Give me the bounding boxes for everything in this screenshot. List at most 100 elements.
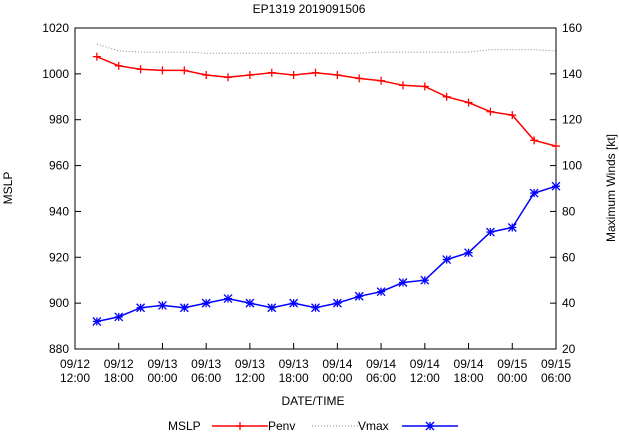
y-axis-label: MSLP [1, 172, 15, 205]
point-vmax [201, 298, 211, 308]
point-vmax [157, 300, 167, 310]
x-tick-date: 09/13 [147, 357, 177, 371]
point-mslp [267, 68, 276, 77]
point-vmax [398, 278, 408, 287]
point-mslp [180, 66, 189, 75]
y-axis-left: 880 900 920 940 960 980 1000 1020 [42, 21, 81, 356]
x-tick-time: 18:00 [454, 371, 484, 385]
point-mslp [355, 74, 364, 83]
point-vmax [529, 188, 539, 198]
point-mslp [508, 111, 517, 120]
series-line-penv [96, 43, 557, 54]
point-vmax [420, 275, 430, 285]
point-mslp [245, 71, 254, 80]
point-mslp [202, 71, 211, 80]
y2-tick-label: 120 [562, 113, 582, 127]
y2-tick-label: 160 [562, 21, 582, 35]
point-vmax [114, 312, 124, 322]
series-line-vmax [96, 185, 557, 323]
chart-title: EP1319 2019091506 [253, 2, 366, 16]
legend-marker-vmax [425, 421, 435, 431]
point-mslp [311, 68, 320, 77]
point-vmax [376, 287, 386, 297]
point-vmax [267, 303, 277, 313]
x-tick-time: 00:00 [147, 371, 177, 385]
point-vmax [332, 298, 342, 308]
series-line-mslp [96, 56, 557, 147]
point-mslp [92, 52, 101, 61]
x-tick-date: 09/14 [322, 357, 352, 371]
legend-label-penv: Penv [268, 419, 295, 432]
point-vmax [179, 303, 189, 313]
y2-tick-label: 60 [562, 250, 576, 264]
y-tick-label: 940 [49, 204, 69, 218]
x-tick-time: 12:00 [235, 371, 265, 385]
point-mslp [442, 92, 451, 101]
point-mslp [136, 65, 145, 74]
x-tick-date: 09/14 [410, 357, 440, 371]
x-tick-date: 09/14 [366, 357, 396, 371]
x-tick-time: 12:00 [410, 371, 440, 385]
x-tick-time: 12:00 [60, 371, 90, 385]
x-tick-time: 00:00 [497, 371, 527, 385]
x-tick-date: 09/13 [235, 357, 265, 371]
x-tick-time: 00:00 [322, 371, 352, 385]
y-tick-label: 960 [49, 159, 69, 173]
y2-axis-label: Maximum Winds [kt] [604, 134, 618, 242]
y2-tick-label: 80 [562, 204, 576, 218]
legend: MSLP Penv Vmax [168, 419, 458, 432]
y2-tick-label: 40 [562, 296, 576, 310]
y2-tick-label: 140 [562, 67, 582, 81]
point-mslp [486, 107, 495, 116]
y2-tick-label: 100 [562, 159, 582, 173]
point-mslp [377, 76, 386, 85]
point-vmax [223, 294, 233, 304]
y-tick-label: 880 [49, 342, 69, 356]
point-mslp [289, 71, 298, 80]
legend-marker-mslp [236, 422, 244, 430]
point-vmax [245, 298, 255, 308]
x-tick-date: 09/15 [541, 357, 571, 371]
x-tick-date: 09/14 [454, 357, 484, 371]
point-vmax [442, 255, 452, 265]
x-tick-time: 18:00 [104, 371, 134, 385]
point-mslp [398, 81, 407, 90]
series-layer [92, 43, 561, 326]
x-axis-label: DATE/TIME [281, 394, 344, 408]
point-mslp [333, 71, 342, 80]
point-vmax [92, 317, 102, 326]
legend-label-mslp: MSLP [168, 419, 201, 432]
point-mslp [552, 142, 560, 151]
point-vmax [485, 227, 495, 237]
x-tick-time: 18:00 [279, 371, 309, 385]
x-tick-date: 09/13 [279, 357, 309, 371]
point-vmax [311, 303, 320, 313]
x-tick-date: 09/13 [191, 357, 221, 371]
point-mslp [464, 98, 473, 107]
y-tick-label: 1000 [42, 67, 69, 81]
point-vmax [464, 248, 474, 258]
point-mslp [530, 136, 539, 145]
point-vmax [551, 181, 561, 191]
y-tick-label: 1020 [42, 21, 69, 35]
y-tick-label: 980 [49, 113, 69, 127]
point-vmax [354, 291, 364, 301]
x-tick-date: 09/12 [60, 357, 90, 371]
x-tick-date: 09/15 [497, 357, 527, 371]
y-tick-label: 920 [49, 250, 69, 264]
point-vmax [136, 303, 146, 313]
point-mslp [158, 66, 167, 75]
point-mslp [224, 73, 233, 82]
x-axis: 09/1212:0009/1218:0009/1300:0009/1306:00… [60, 343, 571, 385]
point-vmax [507, 223, 517, 232]
x-tick-time: 06:00 [191, 371, 221, 385]
y-tick-label: 900 [49, 296, 69, 310]
y-axis-right: 20 40 60 80 100 120 140 160 [550, 21, 582, 356]
point-mslp [420, 82, 429, 91]
x-tick-date: 09/12 [104, 357, 134, 371]
point-mslp [114, 61, 123, 70]
legend-label-vmax: Vmax [358, 419, 389, 432]
x-tick-time: 06:00 [366, 371, 396, 385]
y2-tick-label: 20 [562, 342, 576, 356]
